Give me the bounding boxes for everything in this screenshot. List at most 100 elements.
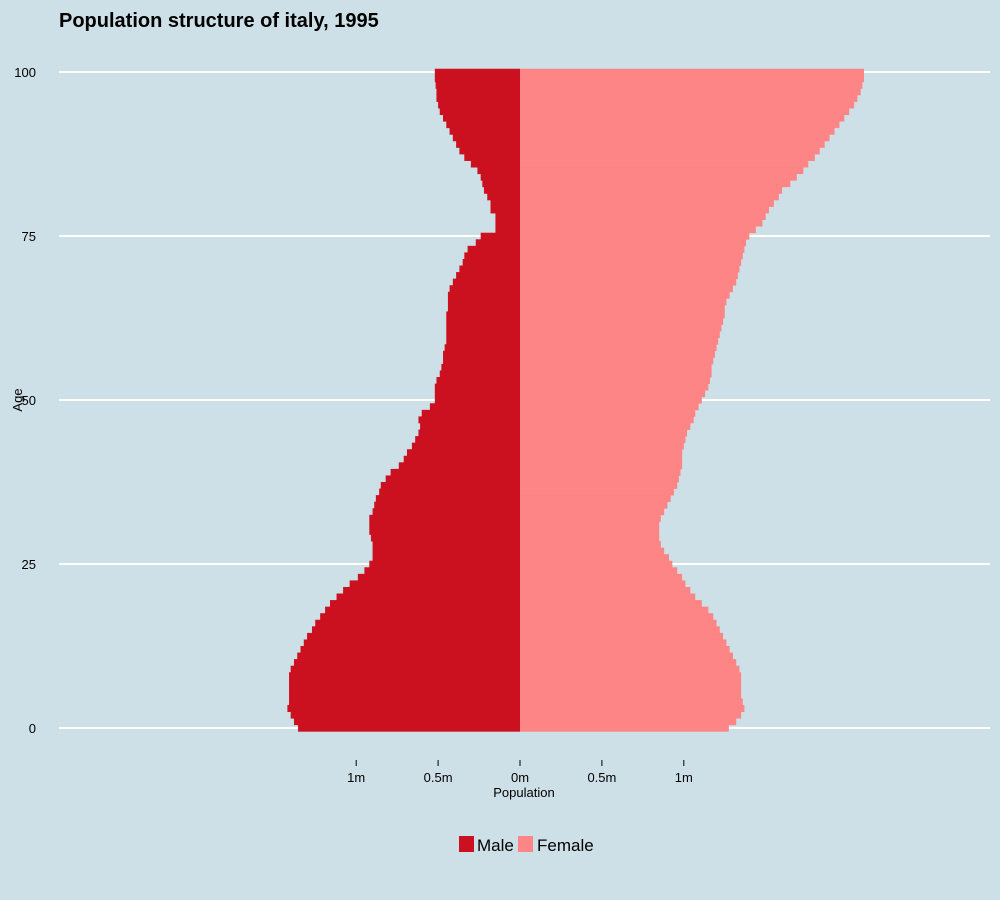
bar-female-age-45 xyxy=(520,429,688,437)
bar-male-age-75 xyxy=(480,232,520,240)
bar-male-age-1 xyxy=(293,718,520,726)
bar-female-age-67 xyxy=(520,285,733,293)
bar-male-age-67 xyxy=(449,285,520,293)
bar-male-age-65 xyxy=(447,298,520,306)
bar-female-age-54 xyxy=(520,370,712,378)
bar-female-age-62 xyxy=(520,318,724,325)
bar-female-age-44 xyxy=(520,436,686,444)
bar-female-age-61 xyxy=(520,324,722,332)
bar-male-age-68 xyxy=(452,278,520,286)
bar-male-age-7 xyxy=(289,678,520,686)
x-tick-label: 0.5m xyxy=(424,770,453,785)
bar-male-age-5 xyxy=(289,691,520,699)
bar-male-age-59 xyxy=(446,337,520,345)
bar-female-age-58 xyxy=(520,344,717,352)
bar-male-age-93 xyxy=(443,114,520,122)
bar-male-age-38 xyxy=(385,475,520,483)
bar-male-age-24 xyxy=(364,567,520,575)
bar-male-age-91 xyxy=(449,127,520,135)
bar-female-age-3 xyxy=(520,705,745,712)
bar-female-age-98 xyxy=(520,81,863,89)
y-tick-label: 50 xyxy=(22,393,36,408)
bar-male-age-88 xyxy=(459,147,520,155)
bar-female-age-76 xyxy=(520,226,756,234)
bar-female-age-37 xyxy=(520,482,678,489)
bar-male-age-58 xyxy=(444,344,520,352)
bar-male-age-56 xyxy=(443,357,520,365)
bar-female-age-96 xyxy=(520,94,858,102)
bar-female-age-20 xyxy=(520,593,696,601)
bar-male-age-31 xyxy=(369,521,520,529)
bar-male-age-18 xyxy=(325,606,520,614)
bar-female-age-87 xyxy=(520,154,815,161)
bar-female-age-24 xyxy=(520,567,678,575)
x-tick-label: 0.5m xyxy=(587,770,616,785)
bar-female-age-32 xyxy=(520,514,661,522)
bar-male-age-35 xyxy=(375,495,520,503)
bar-female-age-39 xyxy=(520,468,681,476)
bar-male-age-98 xyxy=(435,81,520,89)
bar-female-age-84 xyxy=(520,173,797,181)
bar-female-age-34 xyxy=(520,501,668,509)
bar-male-age-86 xyxy=(470,160,520,168)
bar-female-age-68 xyxy=(520,278,737,286)
bar-female-age-52 xyxy=(520,383,709,391)
bar-female-age-13 xyxy=(520,639,727,647)
bar-female-age-71 xyxy=(520,258,742,266)
bar-female-age-51 xyxy=(520,390,706,398)
bar-male-age-48 xyxy=(421,409,520,417)
bar-male-age-10 xyxy=(293,659,520,667)
bar-female-age-69 xyxy=(520,272,738,280)
legend-swatch-male xyxy=(459,836,474,852)
bar-female-age-7 xyxy=(520,678,742,686)
bar-female-age-16 xyxy=(520,619,717,627)
bar-female-age-38 xyxy=(520,475,679,483)
bar-male-age-28 xyxy=(372,541,520,548)
bar-male-age-34 xyxy=(374,501,520,509)
bar-female-age-83 xyxy=(520,180,791,188)
bar-female-age-82 xyxy=(520,186,783,194)
bar-male-age-66 xyxy=(447,291,520,299)
bar-male-age-77 xyxy=(495,219,520,227)
legend-swatch-female xyxy=(518,836,533,852)
bar-female-age-78 xyxy=(520,213,766,220)
y-axis-label: Age xyxy=(10,388,25,411)
bar-male-age-22 xyxy=(349,580,520,588)
bar-male-age-63 xyxy=(446,311,520,319)
bar-female-age-27 xyxy=(520,547,665,555)
bar-female-age-99 xyxy=(520,75,864,83)
bar-male-age-95 xyxy=(438,101,520,109)
bar-female-age-9 xyxy=(520,665,740,673)
bar-male-age-43 xyxy=(411,442,520,450)
bar-male-age-40 xyxy=(398,462,520,470)
bar-male-age-13 xyxy=(303,639,520,647)
bar-male-age-92 xyxy=(446,121,520,129)
bar-male-age-96 xyxy=(436,94,520,102)
bar-male-age-6 xyxy=(289,685,520,693)
bar-male-age-82 xyxy=(483,186,520,194)
bar-male-age-15 xyxy=(311,626,520,634)
bar-female-age-43 xyxy=(520,442,684,450)
bar-male-age-79 xyxy=(490,206,520,214)
bar-male-age-61 xyxy=(446,324,520,332)
bar-male-age-54 xyxy=(439,370,520,378)
bar-male-age-72 xyxy=(464,252,520,260)
bar-female-age-95 xyxy=(520,101,855,109)
bar-female-age-22 xyxy=(520,580,686,588)
x-axis-label: Population xyxy=(493,785,554,800)
bar-female-age-93 xyxy=(520,114,845,122)
bar-female-age-59 xyxy=(520,337,719,345)
y-axis: 0 25 50 75 100 xyxy=(14,65,36,736)
bar-male-age-19 xyxy=(329,600,520,608)
bar-male-age-90 xyxy=(452,134,520,142)
bar-female-age-46 xyxy=(520,422,691,430)
bar-female-age-90 xyxy=(520,134,830,142)
bar-female-age-86 xyxy=(520,160,809,168)
bar-female-age-49 xyxy=(520,403,699,411)
bar-male-age-73 xyxy=(467,245,520,253)
bar-male-age-4 xyxy=(289,698,520,706)
bar-female-age-8 xyxy=(520,672,742,680)
bar-female-age-48 xyxy=(520,409,696,417)
bar-male-age-11 xyxy=(297,652,520,660)
